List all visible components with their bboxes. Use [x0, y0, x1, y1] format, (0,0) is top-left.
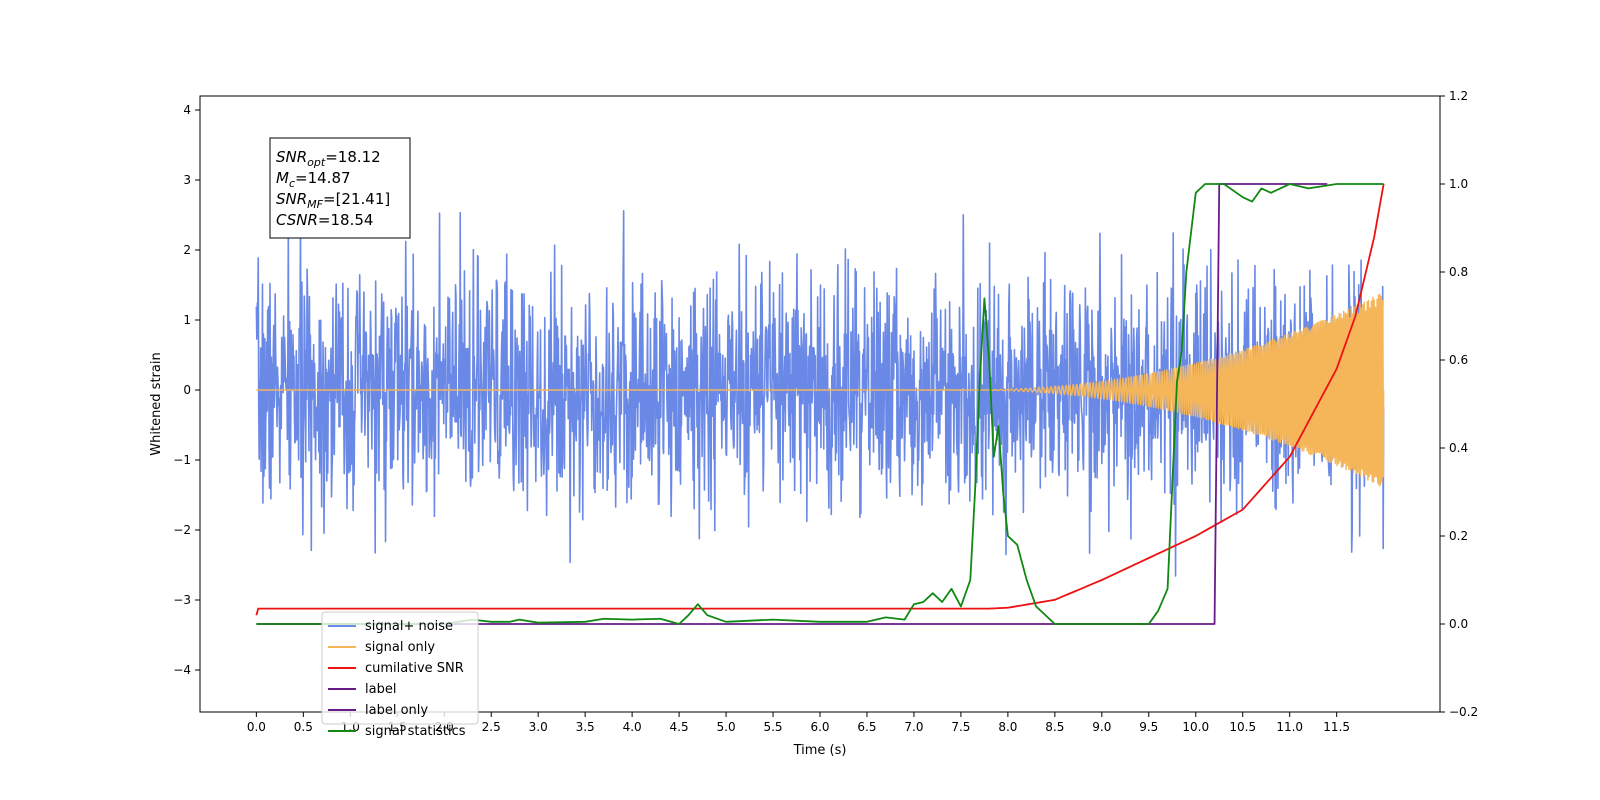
x-tick-label: 11.5 — [1323, 720, 1350, 734]
x-tick-label: 4.5 — [670, 720, 689, 734]
x-tick-label: 3.5 — [576, 720, 595, 734]
x-tick-label: 6.5 — [857, 720, 876, 734]
x-tick-label: 7.5 — [951, 720, 970, 734]
x-tick-label: 8.0 — [998, 720, 1017, 734]
x-tick-label: 10.5 — [1229, 720, 1256, 734]
series-layer — [255, 183, 1385, 625]
signal-noise-line — [255, 210, 1385, 577]
y-right-tick-label: 0.8 — [1449, 265, 1468, 279]
y-tick-label: 1 — [183, 313, 191, 327]
y-tick-label: 0 — [183, 383, 191, 397]
x-tick-label: 3.0 — [529, 720, 548, 734]
x-axis-label: Time (s) — [793, 743, 847, 758]
x-tick-label: 5.0 — [717, 720, 736, 734]
label-line — [256, 183, 1328, 625]
y-tick-label: 4 — [183, 103, 191, 117]
signal-only-line — [255, 293, 1385, 487]
x-tick-label: 11.0 — [1276, 720, 1303, 734]
x-axis: 0.0 0.5 1.0 1.5 2.0 2.5 3.0 3.5 4.0 4.5 5.0 5.5 6.0 6… — [247, 712, 1350, 734]
legend-entry: cumilative SNR — [365, 661, 464, 676]
x-tick-label: 7.0 — [904, 720, 923, 734]
y-right-tick-label: 0.0 — [1449, 617, 1468, 631]
y-right-tick-label: 0.6 — [1449, 353, 1468, 367]
x-tick-label: 0.0 — [247, 720, 266, 734]
legend-entry: label only — [365, 703, 428, 718]
x-tick-label: 9.5 — [1139, 720, 1158, 734]
y-tick-label: −3 — [173, 593, 191, 607]
legend-frame — [321, 611, 479, 725]
y-tick-label: 3 — [183, 173, 191, 187]
legend: signal+ noise signal only cumilative SNR la… — [321, 611, 479, 739]
y-right-tick-label: −0.2 — [1449, 705, 1478, 719]
legend-entry: signal statistics — [365, 724, 466, 739]
legend-entry: signal+ noise — [365, 619, 453, 634]
y-tick-label: 2 — [183, 243, 191, 257]
y-right-tick-label: 0.4 — [1449, 441, 1468, 455]
x-tick-label: 6.0 — [810, 720, 829, 734]
x-tick-label: 4.0 — [623, 720, 642, 734]
x-tick-label: 10.0 — [1182, 720, 1209, 734]
y-tick-label: −2 — [173, 523, 191, 537]
y-axis-right: −0.2 0.0 0.2 0.4 0.6 0.8 1.0 1.2 — [1440, 89, 1478, 719]
y-right-tick-label: 1.2 — [1449, 89, 1468, 103]
cumilative-snr-line — [255, 183, 1385, 616]
signal-statistics-line — [256, 183, 1384, 625]
annotation-frame — [269, 137, 411, 239]
y-right-tick-label: 0.2 — [1449, 529, 1468, 543]
x-tick-label: 0.5 — [294, 720, 313, 734]
y-axis-left: −4 −3 −2 −1 0 1 2 3 4 — [173, 103, 200, 677]
annotation-text: SNRopt=18.12 — [276, 148, 381, 169]
legend-entry: label — [365, 682, 396, 697]
y-tick-label: −4 — [173, 663, 191, 677]
x-tick-label: 2.5 — [482, 720, 501, 734]
annotation-text: SNRMF=[21.41] — [276, 190, 390, 211]
annotation-text: Mc=14.87 — [276, 169, 351, 190]
y-tick-label: −1 — [173, 453, 191, 467]
y-axis-label: Whitened strain — [149, 352, 164, 455]
x-tick-label: 8.5 — [1045, 720, 1064, 734]
x-tick-label: 9.0 — [1092, 720, 1111, 734]
annotation-text: CSNR=18.54 — [276, 211, 373, 229]
annotation-box: SNRopt=18.12Mc=14.87SNRMF=[21.41]CSNR=18… — [269, 137, 411, 239]
y-right-tick-label: 1.0 — [1449, 177, 1468, 191]
x-tick-label: 5.5 — [763, 720, 782, 734]
legend-entry: signal only — [365, 640, 435, 655]
